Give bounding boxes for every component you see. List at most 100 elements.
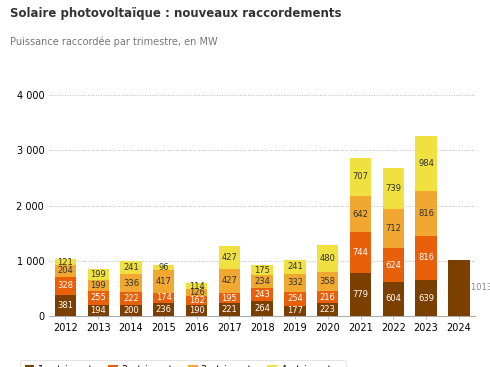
Text: 222: 222 <box>123 294 139 303</box>
Bar <box>350 273 371 316</box>
Text: 358: 358 <box>320 277 336 286</box>
Bar <box>416 236 437 280</box>
Text: 96: 96 <box>158 263 169 272</box>
Bar <box>284 274 306 292</box>
Bar <box>284 260 306 274</box>
Text: 816: 816 <box>418 208 434 218</box>
Bar <box>251 265 273 275</box>
Bar <box>251 301 273 316</box>
Text: 328: 328 <box>57 281 74 290</box>
Bar <box>186 289 207 296</box>
Text: 243: 243 <box>254 290 270 299</box>
Text: 194: 194 <box>90 306 106 315</box>
Text: 204: 204 <box>57 266 74 276</box>
Bar <box>88 269 109 280</box>
Text: 199: 199 <box>90 281 106 290</box>
Bar <box>153 265 174 270</box>
Text: 984: 984 <box>418 159 434 168</box>
Text: 175: 175 <box>254 265 270 275</box>
Bar <box>186 305 207 316</box>
Bar <box>55 265 76 277</box>
Text: 336: 336 <box>123 279 139 288</box>
Bar <box>284 292 306 306</box>
Text: 816: 816 <box>418 254 434 262</box>
Text: 255: 255 <box>90 294 106 302</box>
Text: 417: 417 <box>156 277 171 286</box>
Text: 200: 200 <box>123 306 139 315</box>
Bar <box>251 275 273 288</box>
Text: 739: 739 <box>385 184 401 193</box>
Text: 221: 221 <box>221 305 237 314</box>
Bar <box>383 248 404 282</box>
Text: 639: 639 <box>418 294 434 302</box>
Bar <box>88 305 109 316</box>
Text: 162: 162 <box>189 296 204 305</box>
Bar <box>153 303 174 316</box>
Bar <box>153 293 174 303</box>
Bar <box>383 168 404 209</box>
Bar <box>416 280 437 316</box>
Bar <box>350 232 371 273</box>
Text: 241: 241 <box>287 262 303 272</box>
Text: 381: 381 <box>57 301 74 310</box>
Bar <box>121 274 142 292</box>
Text: 177: 177 <box>287 306 303 315</box>
Bar <box>251 288 273 301</box>
Bar <box>121 292 142 305</box>
Bar <box>55 295 76 316</box>
Text: 604: 604 <box>385 294 401 304</box>
Text: 199: 199 <box>90 270 106 279</box>
Bar <box>55 277 76 295</box>
Text: 712: 712 <box>385 224 401 233</box>
Bar <box>121 305 142 316</box>
Text: 234: 234 <box>254 277 270 286</box>
Bar <box>317 245 339 272</box>
Bar <box>350 157 371 196</box>
Text: 236: 236 <box>156 305 172 314</box>
Text: 332: 332 <box>287 278 303 287</box>
Bar <box>121 261 142 274</box>
Bar <box>219 246 240 269</box>
Text: 642: 642 <box>353 210 368 219</box>
Bar <box>88 280 109 291</box>
Text: 779: 779 <box>352 290 368 299</box>
Bar <box>416 137 437 190</box>
Text: 121: 121 <box>57 258 74 266</box>
Bar <box>350 196 371 232</box>
Bar <box>416 190 437 236</box>
Text: 114: 114 <box>189 281 204 291</box>
Bar <box>383 282 404 316</box>
Bar <box>55 259 76 265</box>
Text: 744: 744 <box>353 248 368 257</box>
Text: Solaire photovoltaïque : nouveaux raccordements: Solaire photovoltaïque : nouveaux raccor… <box>10 7 342 20</box>
Bar <box>448 260 469 316</box>
Text: 624: 624 <box>385 261 401 270</box>
Bar <box>284 306 306 316</box>
Text: 1013 (p): 1013 (p) <box>471 283 490 292</box>
Text: 480: 480 <box>320 254 336 263</box>
Bar <box>317 304 339 316</box>
Bar <box>219 293 240 304</box>
Text: 707: 707 <box>352 172 368 181</box>
Bar <box>219 304 240 316</box>
Bar <box>186 296 207 305</box>
Text: 427: 427 <box>221 276 237 286</box>
Text: 174: 174 <box>156 293 171 302</box>
Text: 241: 241 <box>123 263 139 272</box>
Bar <box>383 209 404 248</box>
Text: 264: 264 <box>254 304 270 313</box>
Text: Puissance raccordée par trimestre, en MW: Puissance raccordée par trimestre, en MW <box>10 37 218 47</box>
Bar <box>153 270 174 293</box>
Text: 190: 190 <box>189 306 204 315</box>
Bar <box>186 283 207 289</box>
Bar <box>317 272 339 291</box>
Text: 223: 223 <box>320 305 336 314</box>
Bar <box>317 291 339 304</box>
Text: 427: 427 <box>221 253 237 262</box>
Text: 216: 216 <box>320 293 336 302</box>
Text: 254: 254 <box>287 294 303 304</box>
Text: 195: 195 <box>221 294 237 302</box>
Bar <box>219 269 240 293</box>
Legend: 1er trimestre, 2e trimestre, 3e trimestre, 4e trimestre: 1er trimestre, 2e trimestre, 3e trimestr… <box>20 360 346 367</box>
Text: 126: 126 <box>189 288 204 297</box>
